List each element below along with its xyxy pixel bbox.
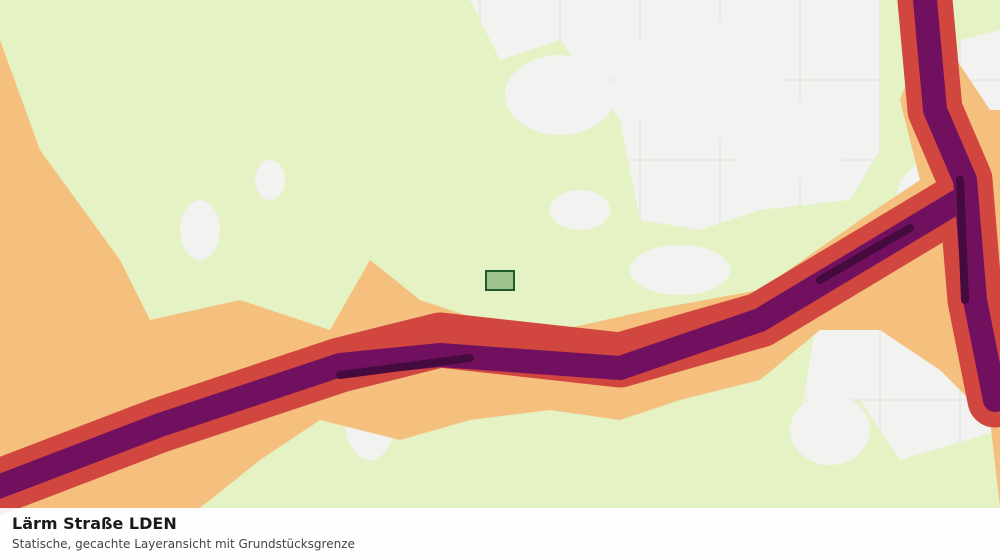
layer-title: Lärm Straße LDEN bbox=[12, 514, 177, 533]
caption-panel: Lärm Straße LDEN Statische, gecachte Lay… bbox=[0, 508, 1000, 560]
property-boundary bbox=[485, 270, 515, 291]
noise-zone-medium-west bbox=[0, 180, 120, 430]
layer-subtitle: Statische, gecachte Layeransicht mit Gru… bbox=[12, 537, 355, 551]
road-noise-bands bbox=[0, 0, 1000, 516]
